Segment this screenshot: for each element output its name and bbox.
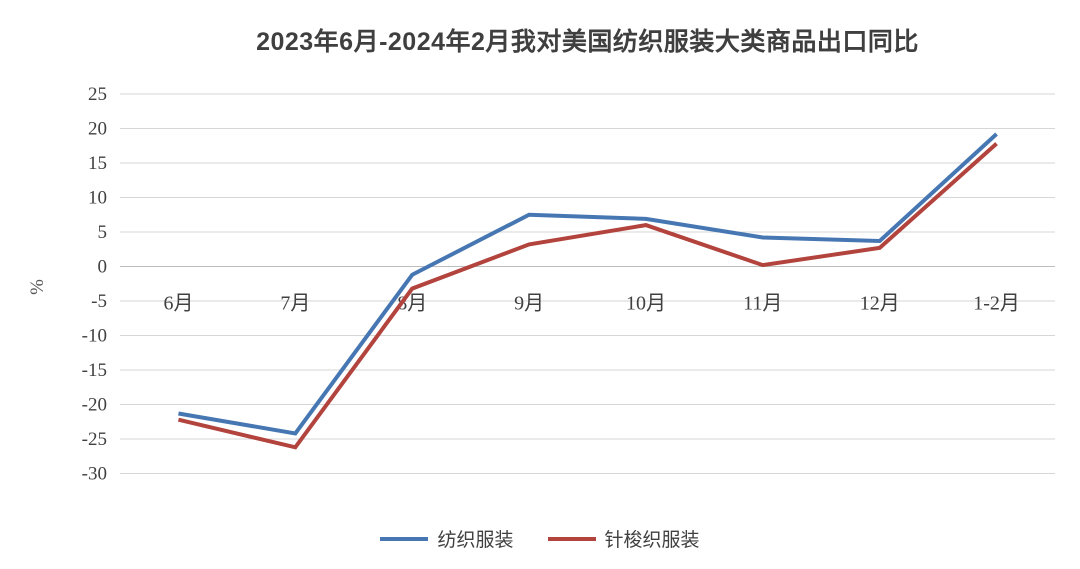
y-tick-label: 20 (88, 119, 107, 140)
y-tick-label: 10 (88, 188, 107, 209)
x-tick-label: 1-2月 (973, 293, 1020, 315)
y-tick-label: -25 (82, 429, 107, 450)
series-line-针梭织服装 (177, 142, 998, 450)
y-tick-label: -20 (82, 395, 107, 416)
y-tick-label: 5 (98, 222, 108, 243)
chart-title: 2023年6月-2024年2月我对美国纺织服装大类商品出口同比 (256, 28, 919, 56)
legend-label: 针梭织服装 (604, 530, 700, 551)
y-tick-label: -30 (82, 464, 107, 485)
x-tick-label: 7月 (280, 293, 310, 315)
x-tick-label: 9月 (514, 293, 544, 315)
legend-label: 纺织服装 (437, 530, 514, 551)
x-tick-label: 6月 (163, 293, 193, 315)
x-tick-label: 10月 (626, 293, 666, 315)
x-tick-label: 12月 (860, 293, 900, 315)
y-tick-label: -5 (91, 291, 107, 312)
x-tick-label: 11月 (743, 293, 782, 315)
y-tick-label: 25 (88, 84, 107, 105)
series-line-纺织服装 (178, 132, 998, 436)
y-tick-label: 15 (88, 153, 107, 174)
y-tick-label: 0 (98, 257, 108, 278)
legend-line-swatch (547, 536, 596, 541)
y-tick-label: -15 (82, 360, 107, 381)
legend: 纺织服装 针梭织服装 (0, 525, 1080, 552)
legend-item: 针梭织服装 (547, 525, 700, 552)
y-tick-label: -10 (82, 326, 107, 347)
legend-line-swatch (380, 536, 429, 541)
legend-item: 纺织服装 (380, 525, 514, 552)
